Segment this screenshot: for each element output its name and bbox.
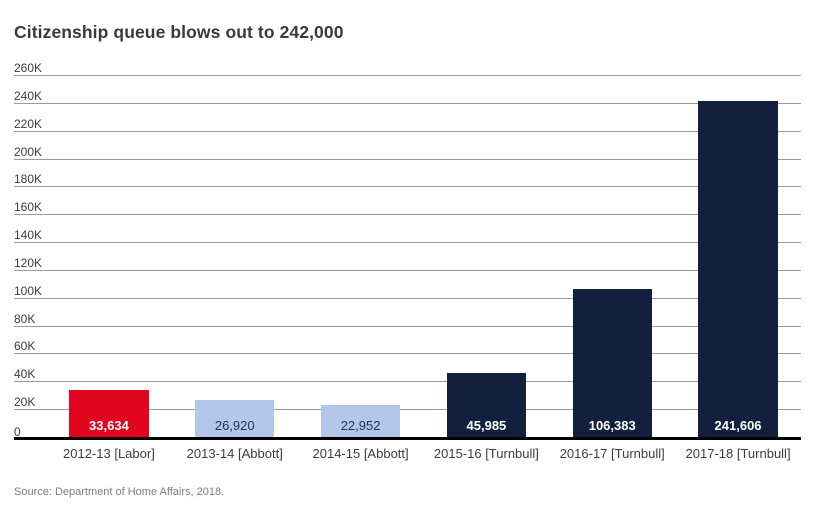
y-tick-label: 140K <box>14 228 43 243</box>
bar-column: 33,634 <box>46 75 172 437</box>
gridline: 200K <box>14 146 801 160</box>
y-tick-label: 200K <box>14 144 43 159</box>
bar-value-label: 22,952 <box>340 418 381 433</box>
bar-value-label: 26,920 <box>214 418 255 433</box>
gridline: 260K <box>14 62 801 76</box>
gridline: 220K <box>14 118 801 132</box>
y-tick-label: 180K <box>14 172 43 187</box>
y-tick-label: 100K <box>14 283 43 298</box>
x-category-label: 2012-13 [Labor] <box>63 446 155 461</box>
bar-value-label: 45,985 <box>466 418 507 433</box>
y-tick-label: 220K <box>14 116 43 131</box>
bar-value-label: 241,606 <box>714 418 762 433</box>
bar-value-label: 106,383 <box>588 418 636 433</box>
bar-column: 26,920 <box>172 75 298 437</box>
x-category-label: 2014-15 [Abbott] <box>312 446 409 461</box>
y-tick-label: 80K <box>14 311 36 326</box>
x-category-label: 2017-18 [Turnbull] <box>685 446 791 461</box>
bar-column: 106,383 <box>549 75 675 437</box>
x-category-label: 2015-16 [Turnbull] <box>433 446 539 461</box>
gridline: 60K <box>14 340 801 355</box>
y-tick-label: 120K <box>14 255 43 270</box>
bar-value-label: 33,634 <box>89 418 129 433</box>
category-labels: 2012-13 [Labor] 2013-14 [Abbott] 2014-15 [… <box>46 446 801 461</box>
y-tick-label: 60K <box>14 339 36 354</box>
chart-title: Citizenship queue blows out to 242,000 <box>14 22 344 42</box>
gridline: 40K <box>14 368 801 383</box>
y-tick-label: 160K <box>14 200 43 215</box>
bar: 26,920 <box>195 399 275 437</box>
gridline: 20K <box>14 396 801 411</box>
gridline: 240K <box>14 90 801 104</box>
source-note: Source: Department of Home Affairs, 2018… <box>14 486 225 498</box>
bars: 33,634 26,920 22,952 45,985 106,383 241,606 <box>46 75 801 437</box>
bar: 241,606 <box>698 100 778 437</box>
bar-column: 241,606 <box>675 75 801 437</box>
gridline: 140K <box>14 229 801 244</box>
gridline: 80K <box>14 313 801 327</box>
plot-area: 260K 240K 220K 200K 180K 160K 140K 120K 100K 80K 6… <box>14 62 801 440</box>
gridline: 160K <box>14 201 801 216</box>
bar: 45,985 <box>446 372 527 437</box>
gridline: 100K <box>14 285 801 299</box>
y-tick-label: 40K <box>14 367 36 382</box>
bar: 33,634 <box>69 390 149 437</box>
y-tick-label: 20K <box>14 395 36 410</box>
y-tick-label: 260K <box>14 61 43 75</box>
chart: Citizenship queue blows out to 242,000 2… <box>0 22 828 512</box>
bar: 106,383 <box>572 288 652 437</box>
y-tick-label: 240K <box>14 88 43 103</box>
y-tick-label: 0 <box>14 425 21 439</box>
x-axis-baseline: 0 <box>14 426 801 440</box>
x-category-label: 2016-17 [Turnbull] <box>559 446 665 461</box>
gridline: 120K <box>14 257 801 271</box>
bar: 22,952 <box>320 405 401 437</box>
x-category-label: 2013-14 [Abbott] <box>186 446 283 461</box>
bar-column: 45,985 <box>423 75 549 437</box>
gridline: 180K <box>14 173 801 188</box>
bar-column: 22,952 <box>298 75 424 437</box>
